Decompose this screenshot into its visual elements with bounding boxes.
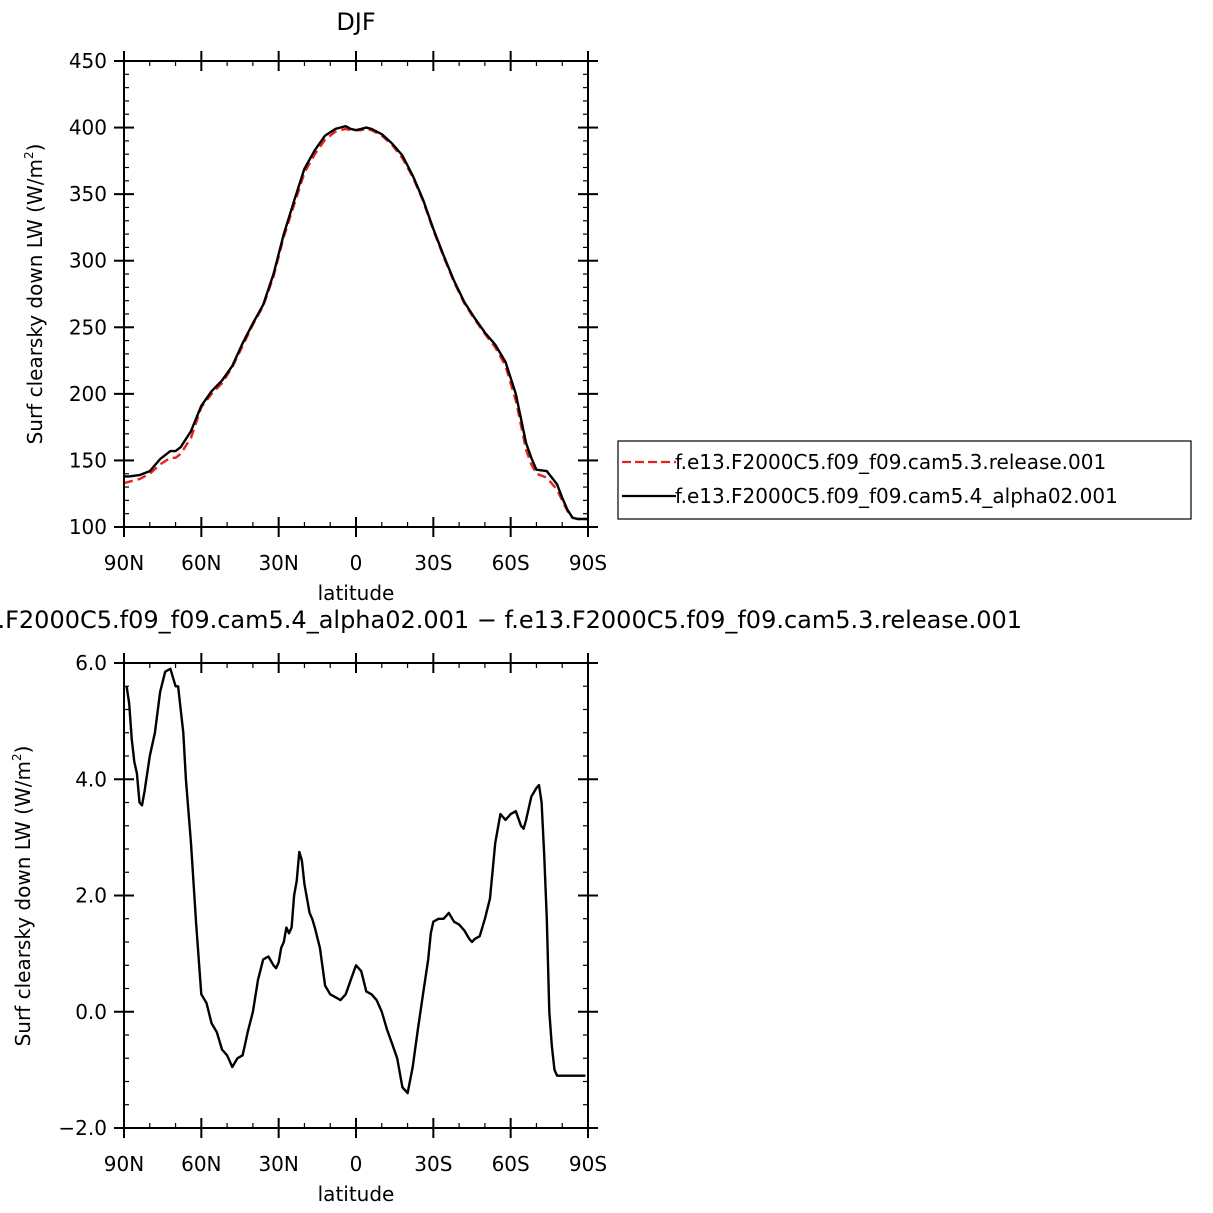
bottom-y-axis-label: Surf clearsky down LW (W/m2) xyxy=(10,746,35,1047)
bottom-y-tick-label: −2.0 xyxy=(58,1116,107,1140)
top-y-tick-label: 250 xyxy=(69,315,107,339)
top-y-tick-label: 150 xyxy=(69,448,107,472)
top-chart-title: DJF xyxy=(336,8,375,36)
bottom-y-tick-label: 0.0 xyxy=(75,1000,107,1024)
top-panel: DJF 90N 60N 30N 0 30S 60S 90S 100 150 200 250 300 35… xyxy=(22,8,1192,605)
top-x-tick-label: 30S xyxy=(414,551,452,575)
bottom-axis-ticks: 90N 60N 30N 0 30S 60S 90S −2.0 0.0 2.0 4.0 6.0 xyxy=(58,651,607,1176)
bottom-x-tick-label: 30S xyxy=(414,1152,452,1176)
legend: f.e13.F2000C5.f09_f09.cam5.3.release.001… xyxy=(617,440,1192,520)
top-axis-ticks: 90N 60N 30N 0 30S 60S 90S 100 150 200 250 300 350 400… xyxy=(69,49,607,575)
legend-label-cam5-4: f.e13.F2000C5.f09_f09.cam5.4_alpha02.001 xyxy=(675,484,1118,508)
top-x-tick-label: 90S xyxy=(569,551,607,575)
bottom-y-tick-label: 2.0 xyxy=(75,884,107,908)
bottom-x-tick-label: 90S xyxy=(569,1152,607,1176)
bottom-series-lines xyxy=(125,667,586,1095)
top-y-tick-label: 350 xyxy=(69,182,107,206)
top-series-line-0 xyxy=(123,127,588,521)
legend-label-cam5-3: f.e13.F2000C5.f09_f09.cam5.3.release.001 xyxy=(675,450,1106,474)
top-x-tick-label: 90N xyxy=(104,551,144,575)
bottom-x-tick-label: 90N xyxy=(104,1152,144,1176)
top-y-tick-label: 200 xyxy=(69,382,107,406)
top-y-tick-label: 300 xyxy=(69,249,107,273)
legend-box xyxy=(617,440,1192,520)
bottom-x-tick-label: 60S xyxy=(492,1152,530,1176)
top-series-lines xyxy=(123,124,588,521)
top-y-tick-label: 450 xyxy=(69,49,107,73)
bottom-x-tick-label: 30N xyxy=(258,1152,298,1176)
top-x-tick-label: 30N xyxy=(258,551,298,575)
bottom-panel: f.e13.F2000C5.f09_f09.cam5.4_alpha02.001… xyxy=(0,606,1022,1206)
bottom-chart-title: f.e13.F2000C5.f09_f09.cam5.4_alpha02.001… xyxy=(0,606,1022,634)
top-series-line-1 xyxy=(124,124,588,521)
top-x-tick-label: 0 xyxy=(350,551,363,575)
top-y-tick-label: 400 xyxy=(69,116,107,140)
bottom-series-line-0 xyxy=(125,667,586,1095)
top-x-tick-label: 60S xyxy=(492,551,530,575)
bottom-x-axis-label: latitude xyxy=(318,1182,395,1206)
bottom-y-tick-label: 4.0 xyxy=(75,767,107,791)
top-x-tick-label: 60N xyxy=(181,551,221,575)
bottom-x-tick-label: 0 xyxy=(350,1152,363,1176)
top-y-tick-label: 100 xyxy=(69,515,107,539)
bottom-x-tick-label: 60N xyxy=(181,1152,221,1176)
top-x-axis-label: latitude xyxy=(318,581,395,605)
top-y-axis-label: Surf clearsky down LW (W/m2) xyxy=(22,144,47,445)
bottom-y-tick-label: 6.0 xyxy=(75,651,107,675)
